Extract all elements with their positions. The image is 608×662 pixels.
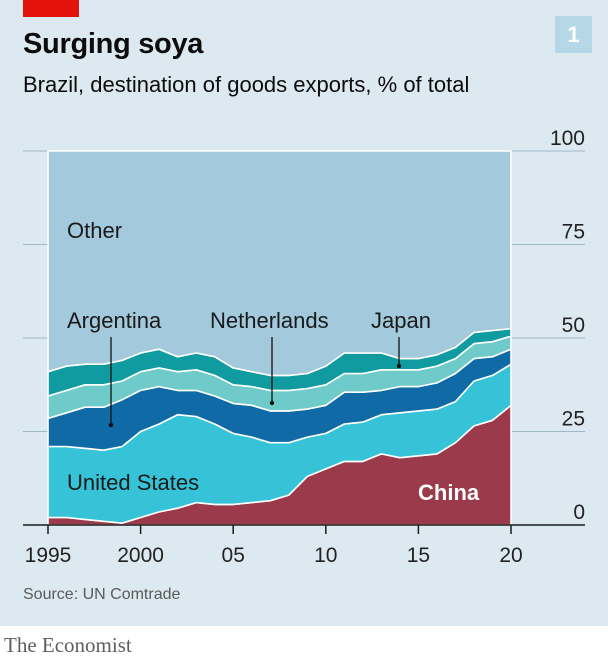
label-united-states: United States (67, 470, 199, 495)
x-tick-label-1995: 1995 (25, 544, 72, 567)
label-other: Other (67, 218, 122, 243)
leader-japan-dot (396, 363, 402, 369)
x-tick-label-2005: 05 (222, 544, 245, 567)
brand-wordmark: The Economist (4, 633, 132, 657)
label-argentina: Argentina (67, 308, 162, 333)
axes: 0 25 50 75 100 1995 2000 05 10 15 20 (23, 127, 585, 567)
label-netherlands: Netherlands (210, 308, 329, 333)
y-tick-label-25: 25 (562, 408, 585, 431)
y-tick-label-75: 75 (562, 221, 585, 244)
y-tick-label-100: 100 (550, 127, 585, 150)
series-labels: Other Argentina Netherlands Japan United Sta… (67, 218, 480, 505)
y-tick-label-50: 50 (562, 314, 585, 337)
label-china: China (418, 480, 480, 505)
x-tick-label-2020: 20 (499, 544, 522, 567)
area-other (47, 150, 512, 377)
leader-argentina-dot (108, 422, 114, 428)
label-japan: Japan (371, 308, 431, 333)
y-tick-label-0: 0 (573, 501, 585, 524)
chart-title: Surging soya (23, 28, 204, 60)
brand-red-tag (23, 0, 79, 17)
stacked-area-chart: 0 25 50 75 100 1995 2000 05 10 15 20 Other Argentin… (23, 127, 585, 567)
area-series (47, 150, 512, 526)
leader-netherlands-dot (269, 400, 275, 406)
x-tick-label-2015: 15 (407, 544, 430, 567)
chart-number-badge: 1 (555, 16, 592, 53)
source-note: Source: UN Comtrade (23, 586, 181, 603)
chart-subtitle: Brazil, destination of goods exports, % … (23, 72, 470, 97)
x-tick-label-2010: 10 (314, 544, 337, 567)
x-tick-label-2000: 2000 (117, 544, 164, 567)
